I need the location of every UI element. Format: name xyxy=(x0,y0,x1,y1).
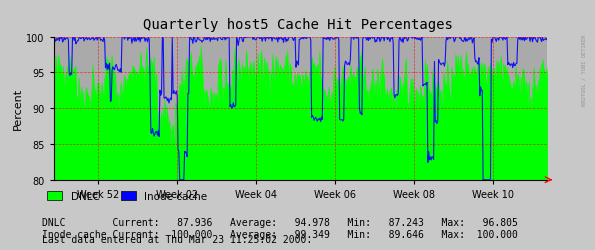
Text: DNLC        Current:   87.936   Average:   94.978   Min:   87.243   Max:   96.80: DNLC Current: 87.936 Average: 94.978 Min… xyxy=(42,218,518,239)
Text: RRDTOOL / TOBI OETIKER: RRDTOOL / TOBI OETIKER xyxy=(581,34,586,106)
Text: Last data entered at Thu Mar 23 11:25:02 2000.: Last data entered at Thu Mar 23 11:25:02… xyxy=(42,234,312,244)
Y-axis label: Percent: Percent xyxy=(13,88,23,130)
Text: Quarterly host5 Cache Hit Percentages: Quarterly host5 Cache Hit Percentages xyxy=(143,18,452,32)
Legend: DNLC, Inode cache: DNLC, Inode cache xyxy=(47,191,208,201)
